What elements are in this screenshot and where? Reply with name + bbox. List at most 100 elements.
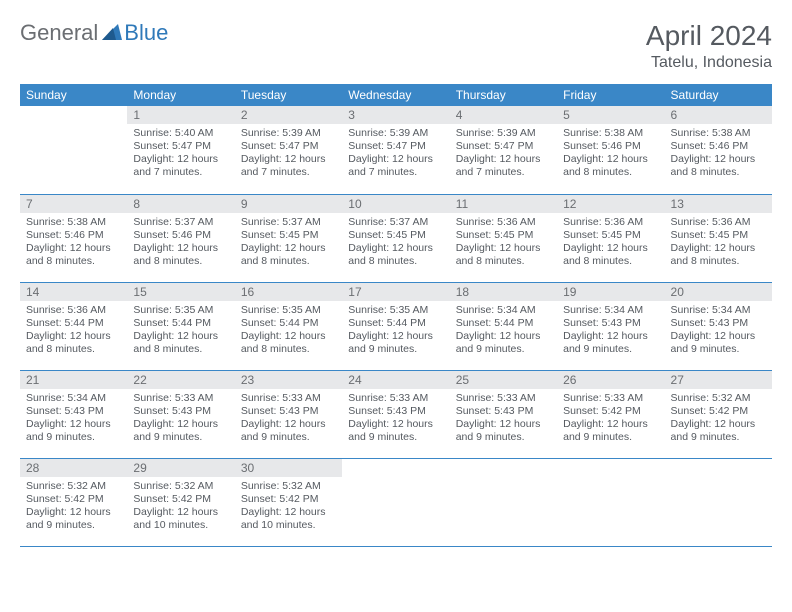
daylight-text-line2: and 8 minutes.	[26, 343, 121, 356]
day-details: Sunrise: 5:39 AMSunset: 5:47 PMDaylight:…	[235, 124, 342, 184]
daylight-text-line2: and 8 minutes.	[671, 166, 766, 179]
sunrise-text: Sunrise: 5:38 AM	[563, 127, 658, 140]
sunrise-text: Sunrise: 5:37 AM	[133, 216, 228, 229]
daylight-text-line2: and 8 minutes.	[563, 255, 658, 268]
calendar-day-cell: 21Sunrise: 5:34 AMSunset: 5:43 PMDayligh…	[20, 370, 127, 458]
sunset-text: Sunset: 5:46 PM	[133, 229, 228, 242]
calendar-day-cell	[450, 458, 557, 546]
sunrise-text: Sunrise: 5:33 AM	[456, 392, 551, 405]
daylight-text-line1: Daylight: 12 hours	[456, 242, 551, 255]
sunset-text: Sunset: 5:44 PM	[26, 317, 121, 330]
calendar-day-cell: 3Sunrise: 5:39 AMSunset: 5:47 PMDaylight…	[342, 106, 449, 194]
day-details: Sunrise: 5:38 AMSunset: 5:46 PMDaylight:…	[665, 124, 772, 184]
sunset-text: Sunset: 5:44 PM	[456, 317, 551, 330]
daylight-text-line2: and 9 minutes.	[133, 431, 228, 444]
calendar-day-cell: 11Sunrise: 5:36 AMSunset: 5:45 PMDayligh…	[450, 194, 557, 282]
day-details: Sunrise: 5:39 AMSunset: 5:47 PMDaylight:…	[450, 124, 557, 184]
sunset-text: Sunset: 5:46 PM	[671, 140, 766, 153]
daylight-text-line1: Daylight: 12 hours	[348, 242, 443, 255]
day-details: Sunrise: 5:38 AMSunset: 5:46 PMDaylight:…	[557, 124, 664, 184]
sunset-text: Sunset: 5:42 PM	[26, 493, 121, 506]
day-number: 3	[342, 106, 449, 124]
daylight-text-line2: and 9 minutes.	[456, 343, 551, 356]
day-number: 21	[20, 371, 127, 389]
page-header: General Blue April 2024 Tatelu, Indonesi…	[20, 20, 772, 72]
day-details: Sunrise: 5:32 AMSunset: 5:42 PMDaylight:…	[20, 477, 127, 537]
daylight-text-line1: Daylight: 12 hours	[671, 153, 766, 166]
daylight-text-line2: and 8 minutes.	[563, 166, 658, 179]
day-details: Sunrise: 5:35 AMSunset: 5:44 PMDaylight:…	[235, 301, 342, 361]
sunrise-text: Sunrise: 5:38 AM	[671, 127, 766, 140]
daylight-text-line2: and 9 minutes.	[26, 519, 121, 532]
sunrise-text: Sunrise: 5:37 AM	[348, 216, 443, 229]
calendar-day-cell: 25Sunrise: 5:33 AMSunset: 5:43 PMDayligh…	[450, 370, 557, 458]
calendar-day-cell: 16Sunrise: 5:35 AMSunset: 5:44 PMDayligh…	[235, 282, 342, 370]
day-details: Sunrise: 5:34 AMSunset: 5:43 PMDaylight:…	[20, 389, 127, 449]
daylight-text-line1: Daylight: 12 hours	[241, 153, 336, 166]
logo-triangle-icon	[102, 24, 122, 45]
daylight-text-line1: Daylight: 12 hours	[456, 153, 551, 166]
day-number: 5	[557, 106, 664, 124]
day-number: 10	[342, 195, 449, 213]
calendar-day-cell: 14Sunrise: 5:36 AMSunset: 5:44 PMDayligh…	[20, 282, 127, 370]
day-number: 24	[342, 371, 449, 389]
calendar-table: Sunday Monday Tuesday Wednesday Thursday…	[20, 84, 772, 547]
weekday-header: Saturday	[665, 84, 772, 106]
daylight-text-line2: and 7 minutes.	[133, 166, 228, 179]
daylight-text-line1: Daylight: 12 hours	[241, 242, 336, 255]
calendar-day-cell: 26Sunrise: 5:33 AMSunset: 5:42 PMDayligh…	[557, 370, 664, 458]
calendar-day-cell: 2Sunrise: 5:39 AMSunset: 5:47 PMDaylight…	[235, 106, 342, 194]
daylight-text-line1: Daylight: 12 hours	[26, 330, 121, 343]
calendar-day-cell: 18Sunrise: 5:34 AMSunset: 5:44 PMDayligh…	[450, 282, 557, 370]
day-details: Sunrise: 5:32 AMSunset: 5:42 PMDaylight:…	[665, 389, 772, 449]
sunrise-text: Sunrise: 5:36 AM	[456, 216, 551, 229]
day-number: 7	[20, 195, 127, 213]
sunrise-text: Sunrise: 5:39 AM	[456, 127, 551, 140]
daylight-text-line2: and 9 minutes.	[348, 431, 443, 444]
day-number: 18	[450, 283, 557, 301]
calendar-day-cell: 13Sunrise: 5:36 AMSunset: 5:45 PMDayligh…	[665, 194, 772, 282]
daylight-text-line1: Daylight: 12 hours	[563, 242, 658, 255]
calendar-day-cell: 1Sunrise: 5:40 AMSunset: 5:47 PMDaylight…	[127, 106, 234, 194]
sunset-text: Sunset: 5:47 PM	[348, 140, 443, 153]
daylight-text-line1: Daylight: 12 hours	[456, 330, 551, 343]
sunset-text: Sunset: 5:45 PM	[241, 229, 336, 242]
calendar-day-cell: 6Sunrise: 5:38 AMSunset: 5:46 PMDaylight…	[665, 106, 772, 194]
sunset-text: Sunset: 5:44 PM	[133, 317, 228, 330]
calendar-body: 1Sunrise: 5:40 AMSunset: 5:47 PMDaylight…	[20, 106, 772, 546]
sunset-text: Sunset: 5:43 PM	[563, 317, 658, 330]
logo-text-blue: Blue	[124, 20, 168, 46]
day-details: Sunrise: 5:35 AMSunset: 5:44 PMDaylight:…	[342, 301, 449, 361]
day-number: 22	[127, 371, 234, 389]
weekday-header: Sunday	[20, 84, 127, 106]
day-number: 16	[235, 283, 342, 301]
daylight-text-line1: Daylight: 12 hours	[26, 418, 121, 431]
day-number: 20	[665, 283, 772, 301]
day-details: Sunrise: 5:33 AMSunset: 5:43 PMDaylight:…	[450, 389, 557, 449]
daylight-text-line2: and 9 minutes.	[563, 431, 658, 444]
sunset-text: Sunset: 5:44 PM	[348, 317, 443, 330]
daylight-text-line2: and 9 minutes.	[671, 343, 766, 356]
sunrise-text: Sunrise: 5:35 AM	[133, 304, 228, 317]
sunset-text: Sunset: 5:42 PM	[671, 405, 766, 418]
calendar-day-cell: 10Sunrise: 5:37 AMSunset: 5:45 PMDayligh…	[342, 194, 449, 282]
sunset-text: Sunset: 5:43 PM	[241, 405, 336, 418]
calendar-day-cell: 30Sunrise: 5:32 AMSunset: 5:42 PMDayligh…	[235, 458, 342, 546]
day-details: Sunrise: 5:39 AMSunset: 5:47 PMDaylight:…	[342, 124, 449, 184]
sunrise-text: Sunrise: 5:33 AM	[241, 392, 336, 405]
daylight-text-line2: and 8 minutes.	[241, 343, 336, 356]
day-number: 15	[127, 283, 234, 301]
daylight-text-line1: Daylight: 12 hours	[671, 418, 766, 431]
day-number: 30	[235, 459, 342, 477]
day-details: Sunrise: 5:38 AMSunset: 5:46 PMDaylight:…	[20, 213, 127, 273]
calendar-day-cell: 19Sunrise: 5:34 AMSunset: 5:43 PMDayligh…	[557, 282, 664, 370]
sunrise-text: Sunrise: 5:36 AM	[563, 216, 658, 229]
sunrise-text: Sunrise: 5:33 AM	[133, 392, 228, 405]
day-number: 23	[235, 371, 342, 389]
calendar-day-cell: 12Sunrise: 5:36 AMSunset: 5:45 PMDayligh…	[557, 194, 664, 282]
day-number: 8	[127, 195, 234, 213]
calendar-day-cell: 29Sunrise: 5:32 AMSunset: 5:42 PMDayligh…	[127, 458, 234, 546]
sunset-text: Sunset: 5:47 PM	[133, 140, 228, 153]
sunset-text: Sunset: 5:43 PM	[133, 405, 228, 418]
day-details: Sunrise: 5:32 AMSunset: 5:42 PMDaylight:…	[235, 477, 342, 537]
